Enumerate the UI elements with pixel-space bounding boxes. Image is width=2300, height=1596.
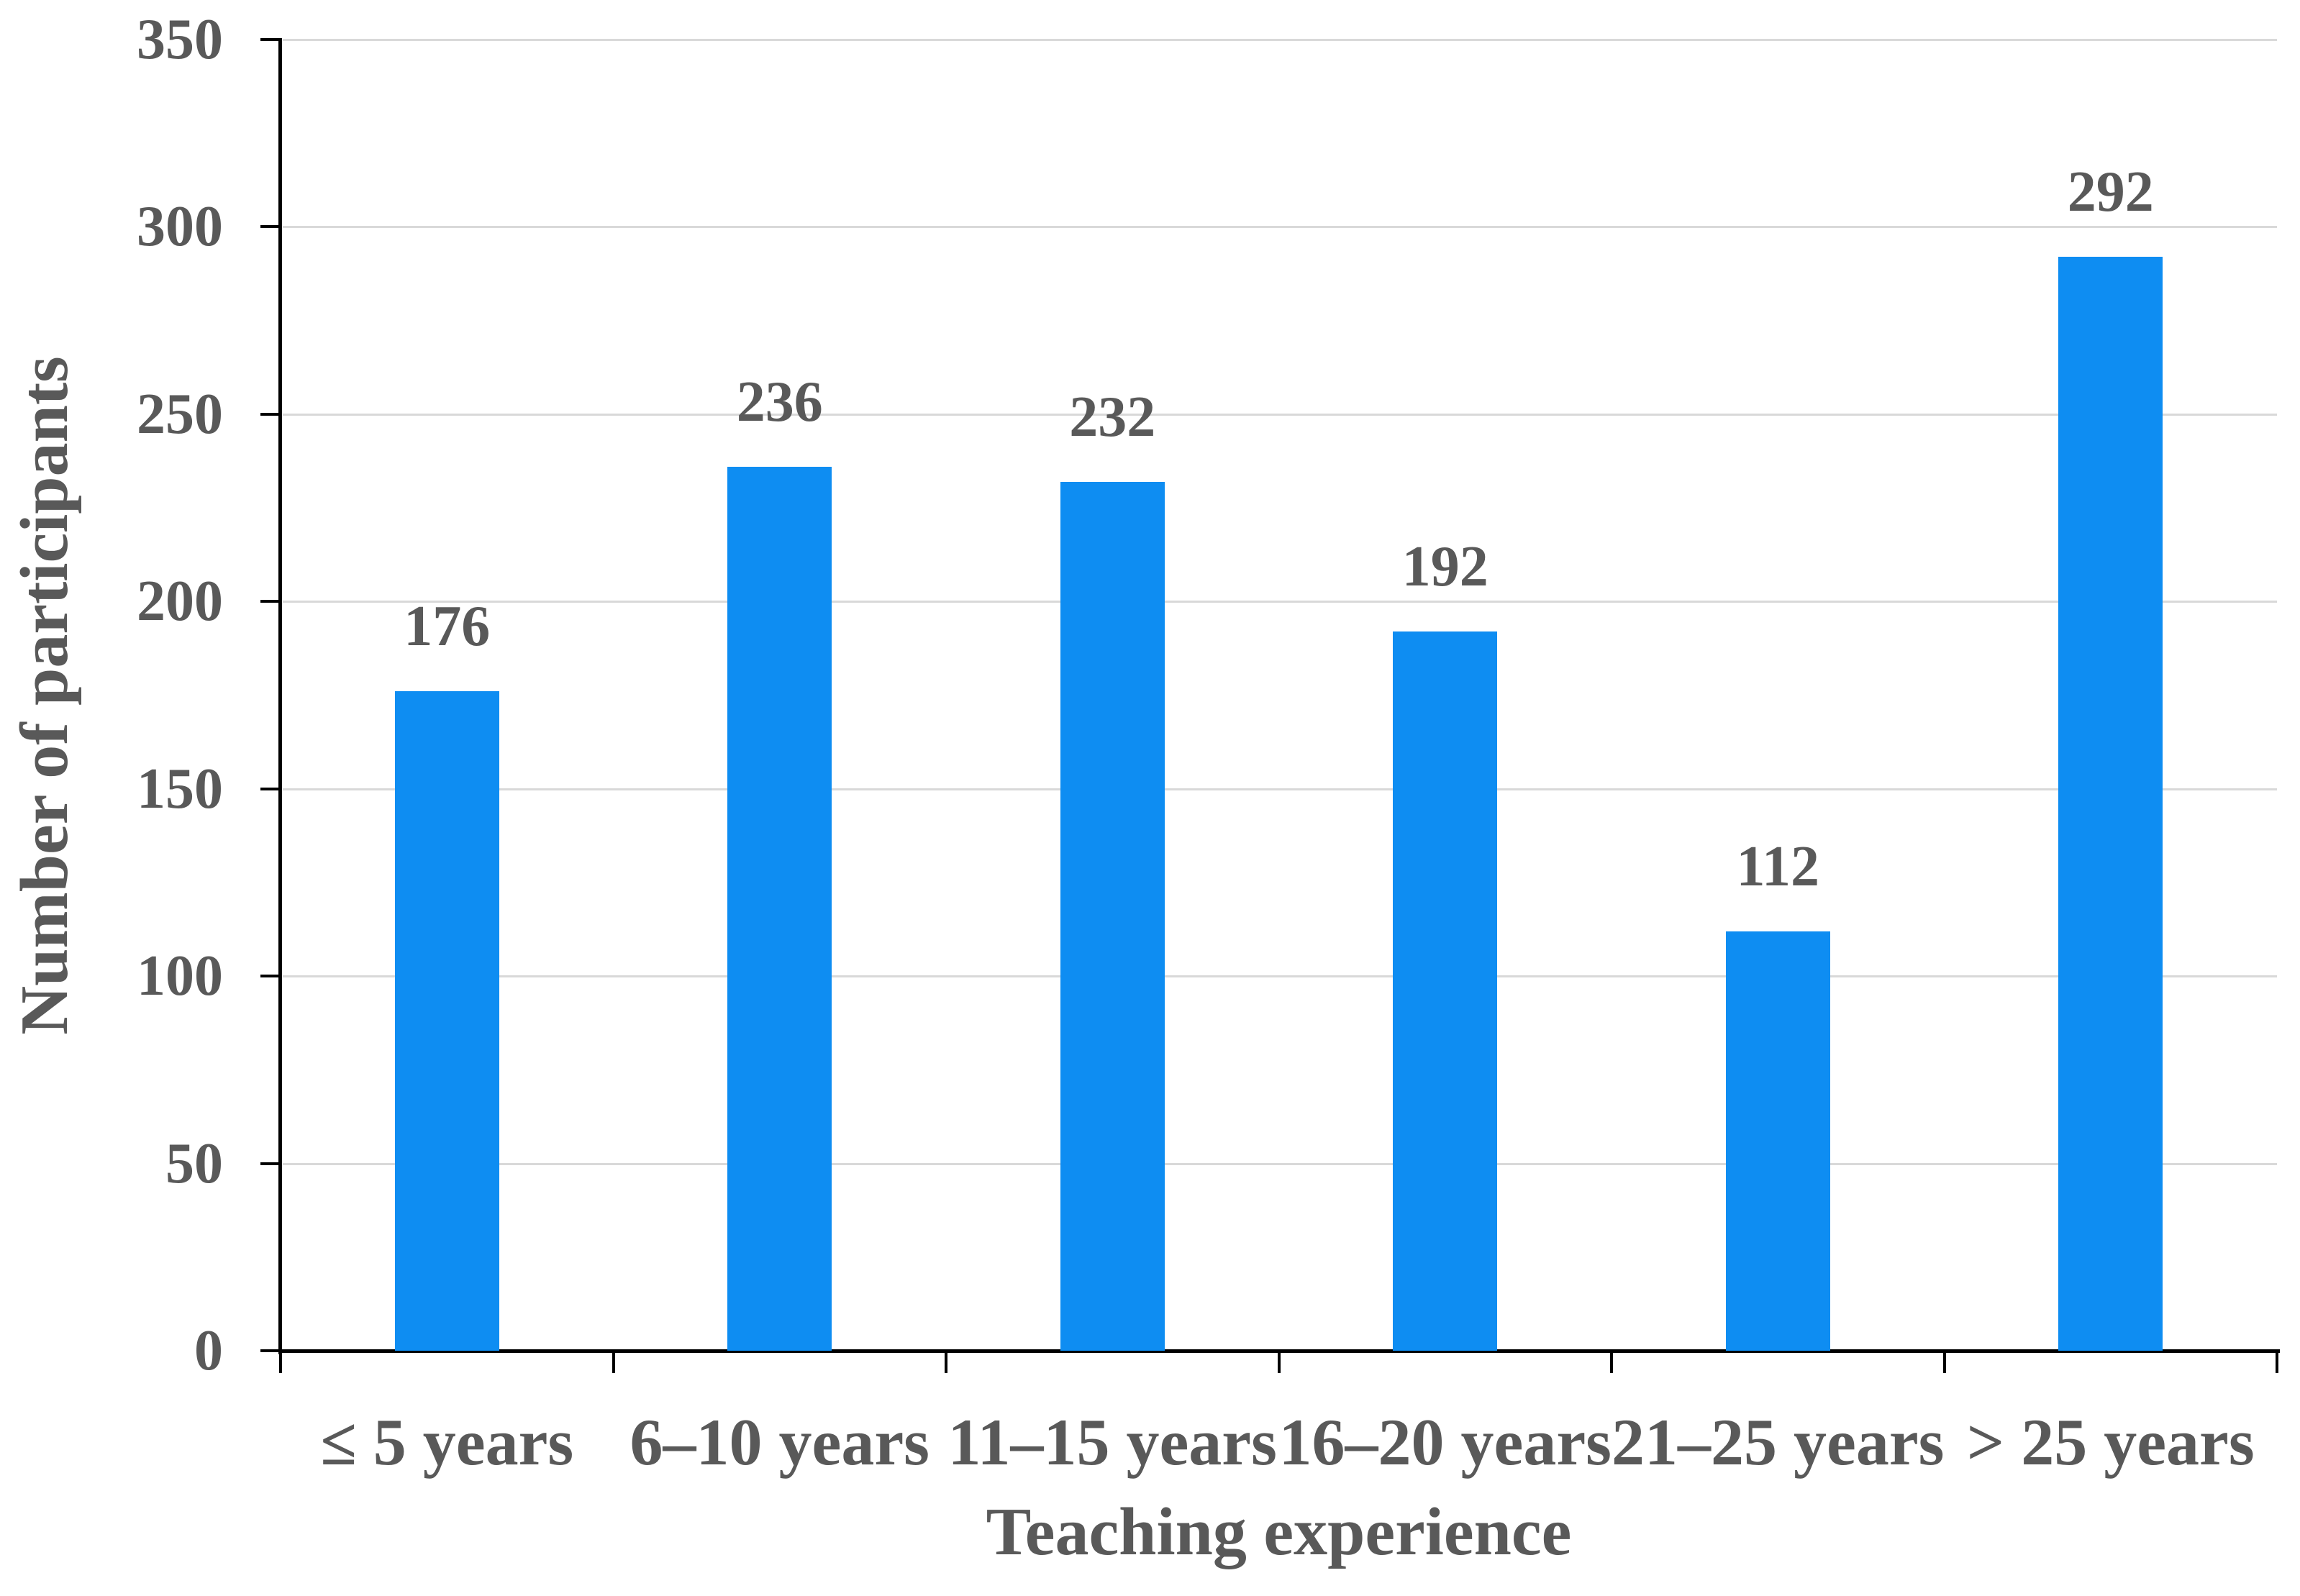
y-tick-label: 0 xyxy=(194,1319,223,1382)
x-axis-line xyxy=(278,1349,2280,1353)
gridline xyxy=(283,788,2277,790)
gridline xyxy=(283,413,2277,416)
x-tick-mark xyxy=(2276,1353,2278,1373)
x-tick-mark xyxy=(1942,1353,1946,1373)
x-category-label: ≤ 5 years xyxy=(320,1405,574,1479)
bar xyxy=(1393,631,1498,1351)
y-tick-mark xyxy=(260,975,281,978)
y-tick-label: 100 xyxy=(137,944,223,1008)
bar-value-label: 192 xyxy=(1401,534,1488,598)
x-tick-mark xyxy=(279,1353,282,1373)
bar-value-label: 176 xyxy=(404,595,491,659)
bar xyxy=(1060,481,1165,1351)
x-tick-mark xyxy=(1610,1353,1613,1373)
y-tick-label: 350 xyxy=(137,8,223,71)
x-category-label: 6–10 years xyxy=(629,1405,929,1479)
bar xyxy=(2058,257,2163,1351)
gridline xyxy=(283,601,2277,603)
bar-value-label: 232 xyxy=(1069,385,1156,449)
y-tick-mark xyxy=(260,1162,281,1165)
bar xyxy=(1725,931,1830,1351)
y-tick-label: 50 xyxy=(165,1131,223,1195)
x-category-label: 16–20 years xyxy=(1278,1405,1612,1479)
x-tick-mark xyxy=(945,1353,947,1373)
y-axis-line xyxy=(278,38,282,1354)
gridline xyxy=(283,226,2277,229)
y-tick-mark xyxy=(260,38,281,41)
x-tick-mark xyxy=(612,1353,615,1373)
gridline xyxy=(283,975,2277,978)
y-tick-label: 300 xyxy=(137,195,223,259)
y-tick-mark xyxy=(260,412,281,416)
y-tick-mark xyxy=(260,787,281,790)
y-tick-mark xyxy=(260,600,281,603)
gridline xyxy=(283,39,2277,41)
bar-value-label: 292 xyxy=(2067,160,2154,224)
y-tick-mark xyxy=(260,225,281,229)
bar-value-label: 112 xyxy=(1736,834,1820,898)
y-axis-title: Number of participants xyxy=(7,355,82,1035)
y-tick-mark xyxy=(260,1349,281,1352)
bar xyxy=(727,466,832,1351)
x-category-label: > 25 years xyxy=(1966,1405,2255,1479)
x-category-label: 11–15 years xyxy=(947,1405,1277,1479)
x-tick-mark xyxy=(1277,1353,1281,1373)
y-tick-label: 150 xyxy=(137,757,223,821)
y-tick-label: 250 xyxy=(137,382,223,446)
y-tick-label: 200 xyxy=(137,570,223,634)
x-axis-title: Teaching experience xyxy=(986,1495,1572,1569)
gridline xyxy=(283,1162,2277,1165)
x-category-label: 21–25 years xyxy=(1612,1405,1945,1479)
bar xyxy=(394,691,499,1351)
bar-value-label: 236 xyxy=(736,370,823,434)
